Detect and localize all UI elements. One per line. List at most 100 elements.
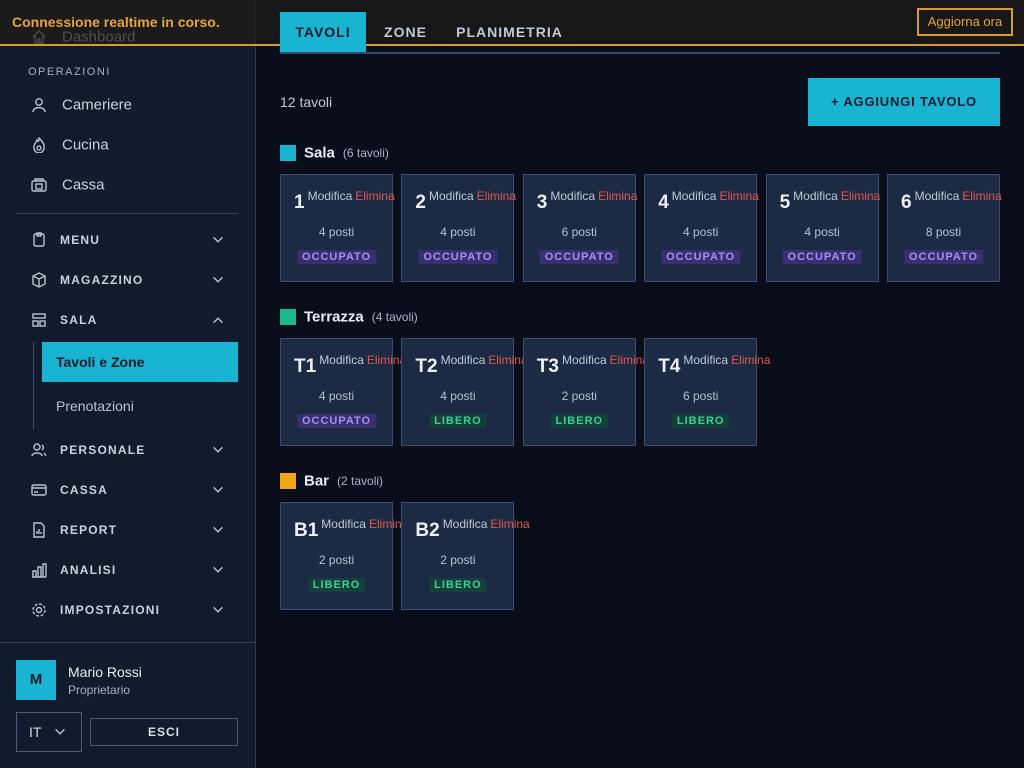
nav-group[interactable]: MENU (60, 233, 101, 247)
delete-link[interactable]: Elimina (731, 353, 771, 367)
status-badge: OCCUPATO (661, 250, 741, 264)
tab[interactable]: TAVOLI (280, 12, 366, 52)
status-badge: LIBERO (671, 414, 730, 428)
table-card[interactable]: T2 Modifica Elimina 4 posti LIBERO (401, 338, 528, 446)
logout-button[interactable]: ESCI (90, 718, 238, 746)
nav-item[interactable]: Cassa (62, 176, 105, 194)
chevron (213, 566, 223, 573)
nav-icon (31, 178, 47, 192)
nav-group[interactable]: SALA (60, 313, 98, 327)
nav-group[interactable]: PERSONALE (60, 443, 146, 457)
status-badge: LIBERO (429, 578, 487, 592)
table-number: B1 (294, 520, 319, 541)
nav-group[interactable]: REPORT (60, 523, 118, 537)
table-card[interactable]: T1 Modifica Elimina 4 posti OCCUPATO (280, 338, 406, 446)
chevron (213, 486, 223, 493)
zone-name: Sala (304, 144, 335, 162)
group-icon (32, 313, 46, 327)
banner: Connessione realtime in corso. Aggiorna … (0, 0, 1024, 46)
chevron (213, 276, 223, 283)
chevron (55, 728, 65, 735)
actions: Modifica Elimina (321, 517, 408, 531)
add-table-button[interactable]: + AGGIUNGI TAVOLO (808, 78, 1000, 126)
seats: 8 posti (925, 225, 962, 239)
zone-color (280, 473, 296, 489)
table-card[interactable]: 1 Modifica Elimina 4 posti OCCUPATO (280, 174, 395, 282)
actions: Modifica Elimina (441, 353, 528, 367)
delete-link[interactable]: Elimina (476, 189, 517, 203)
status-badge: LIBERO (429, 414, 487, 428)
edit-link[interactable]: Modifica (440, 353, 486, 367)
refresh-button[interactable]: Aggiorna ora (917, 8, 1013, 36)
delete-link[interactable]: Elimina (490, 517, 530, 531)
table-card[interactable]: B1 Modifica Elimina 2 posti LIBERO (280, 502, 408, 610)
sub-item[interactable]: Tavoli e Zone (56, 354, 145, 370)
nav-icon (33, 137, 45, 153)
status-badge: OCCUPATO (539, 250, 619, 264)
actions: Modifica Elimina (683, 353, 770, 367)
edit-link[interactable]: Modifica (550, 189, 596, 203)
tab[interactable]: ZONE (384, 24, 427, 40)
delete-link[interactable]: Elimina (719, 189, 759, 203)
table-card[interactable]: T4 Modifica Elimina 6 posti LIBERO (644, 338, 770, 446)
nav-item[interactable]: Cameriere (62, 96, 133, 114)
seats: 4 posti (804, 225, 840, 239)
nav-group[interactable]: IMPOSTAZIONI (60, 603, 161, 617)
table-number: 4 (658, 192, 669, 213)
edit-link[interactable]: Modifica (914, 189, 960, 203)
table-card[interactable]: 6 Modifica Elimina 8 posti OCCUPATO (887, 174, 1002, 282)
edit-link[interactable]: Modifica (442, 517, 488, 531)
language: IT (29, 724, 42, 740)
table-card[interactable]: 2 Modifica Elimina 4 posti OCCUPATO (401, 174, 517, 282)
status-badge: OCCUPATO (296, 250, 377, 264)
chevron (213, 317, 223, 324)
nav-item[interactable]: Cucina (62, 136, 109, 154)
group-icon (31, 484, 47, 496)
group-icon (33, 522, 45, 538)
table-card[interactable]: 5 Modifica Elimina 4 posti OCCUPATO (765, 174, 880, 282)
zone-count: (6 tavoli) (342, 146, 389, 160)
nav-group[interactable]: MAGAZZINO (60, 273, 144, 287)
status-badge: LIBERO (550, 414, 609, 428)
zone-name: Terrazza (304, 308, 364, 326)
actions: Modifica Elimina (915, 189, 1002, 203)
edit-link[interactable]: Modifica (321, 517, 366, 531)
edit-link[interactable]: Modifica (307, 189, 353, 203)
chevron (213, 446, 223, 453)
seats: 6 posti (683, 389, 719, 403)
group-icon (33, 232, 45, 247)
seats: 2 posti (440, 553, 476, 567)
delete-link[interactable]: Elimina (962, 189, 1002, 203)
delete-link[interactable]: Elimina (609, 353, 650, 367)
language-select[interactable]: IT (16, 712, 82, 752)
nav-group[interactable]: CASSA (60, 483, 109, 497)
edit-link[interactable]: Modifica (319, 353, 364, 367)
table-card[interactable]: T3 Modifica Elimina 2 posti LIBERO (522, 338, 649, 446)
edit-link[interactable]: Modifica (428, 189, 474, 203)
edit-link[interactable]: Modifica (683, 353, 729, 367)
table-card[interactable]: 4 Modifica Elimina 4 posti OCCUPATO (644, 174, 759, 282)
delete-link[interactable]: Elimina (598, 189, 638, 203)
delete-link[interactable]: Elimina (368, 517, 409, 531)
edit-link[interactable]: Modifica (561, 353, 607, 367)
user-role: Proprietario (68, 683, 131, 697)
delete-link[interactable]: Elimina (840, 189, 881, 203)
delete-link[interactable]: Elimina (366, 353, 407, 367)
sub-item[interactable]: Prenotazioni (56, 398, 134, 414)
table-card[interactable]: 3 Modifica Elimina 6 posti OCCUPATO (522, 174, 637, 282)
nav-icon (32, 98, 46, 113)
seats: 4 posti (440, 389, 476, 403)
nav-group[interactable]: ANALISI (60, 563, 117, 577)
tab[interactable]: PLANIMETRIA (456, 24, 563, 40)
tab-underline (280, 52, 1000, 54)
table-card[interactable]: B2 Modifica Elimina 2 posti LIBERO (401, 502, 530, 610)
table-number: T3 (536, 356, 559, 377)
actions: Modifica Elimina (672, 189, 759, 203)
delete-link[interactable]: Elimina (355, 189, 395, 203)
actions: Modifica Elimina (550, 189, 637, 203)
edit-link[interactable]: Modifica (793, 189, 838, 203)
delete-link[interactable]: Elimina (488, 353, 528, 367)
edit-link[interactable]: Modifica (671, 189, 717, 203)
actions: Modifica Elimina (793, 189, 880, 203)
